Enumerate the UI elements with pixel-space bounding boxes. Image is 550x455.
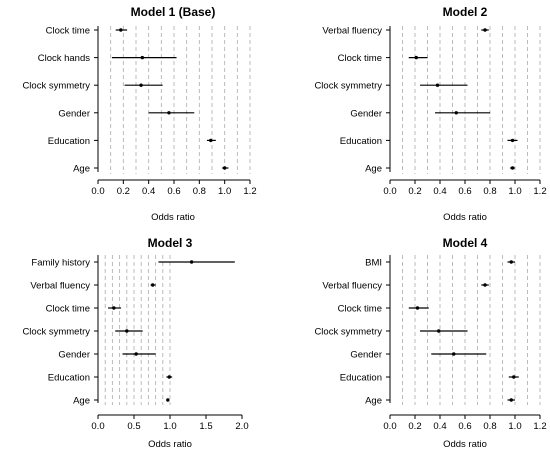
point-estimate bbox=[483, 28, 487, 32]
point-estimate bbox=[151, 283, 155, 287]
x-tick-label: 2.0 bbox=[235, 421, 248, 432]
row-label: Gender bbox=[58, 108, 90, 119]
row-label: Education bbox=[340, 136, 382, 147]
x-tick-label: 0.6 bbox=[458, 186, 471, 197]
row-label: Clock time bbox=[46, 304, 90, 315]
row-label: Family history bbox=[31, 258, 90, 269]
x-tick-label: 0.0 bbox=[383, 421, 396, 432]
x-tick-label: 1.0 bbox=[218, 186, 231, 197]
point-estimate bbox=[510, 166, 515, 170]
row-label: Verbal fluency bbox=[322, 26, 382, 37]
x-tick-label: 1.2 bbox=[533, 186, 546, 197]
x-tick-label: 0.4 bbox=[433, 186, 446, 197]
x-tick-label: 0.2 bbox=[408, 421, 421, 432]
point-estimate bbox=[483, 283, 487, 287]
row-label: Gender bbox=[350, 350, 382, 361]
point-estimate bbox=[140, 55, 145, 60]
row-label: Clock symmetry bbox=[22, 81, 90, 92]
x-tick-label: 0.4 bbox=[433, 421, 446, 432]
x-tick-label: 0.8 bbox=[483, 186, 496, 197]
row-label: Education bbox=[340, 373, 382, 384]
x-tick-label: 0.2 bbox=[408, 186, 421, 197]
point-estimate bbox=[509, 398, 513, 402]
x-tick-label: 0.0 bbox=[91, 186, 104, 197]
x-tick-label: 0.5 bbox=[127, 421, 140, 432]
point-estimate bbox=[509, 260, 513, 264]
x-axis-label: Odds ratio bbox=[443, 439, 487, 450]
x-tick-label: 0.8 bbox=[193, 186, 206, 197]
x-tick-label: 0.0 bbox=[91, 421, 104, 432]
point-estimate bbox=[166, 398, 170, 402]
panel-title: Model 3 bbox=[148, 236, 193, 250]
row-label: Age bbox=[73, 396, 90, 407]
row-label: Clock symmetry bbox=[314, 81, 382, 92]
point-estimate bbox=[437, 329, 441, 333]
point-estimate bbox=[454, 111, 458, 115]
x-tick-label: 1.2 bbox=[243, 186, 256, 197]
row-label: Clock hands bbox=[38, 53, 91, 64]
x-tick-label: 1.0 bbox=[163, 421, 176, 432]
point-estimate bbox=[510, 138, 515, 143]
point-estimate bbox=[167, 375, 171, 379]
row-label: Clock symmetry bbox=[314, 327, 382, 338]
panel-model-3: Model 3 Odds ratio 0.0 0.5 1.0 1.5 2.0 Family… bbox=[22, 236, 248, 450]
panel-title: Model 1 (Base) bbox=[131, 5, 216, 19]
row-label: Age bbox=[365, 164, 382, 175]
point-estimate bbox=[512, 375, 516, 379]
row-label: Clock symmetry bbox=[22, 327, 90, 338]
x-tick-label: 0.0 bbox=[383, 186, 396, 197]
row-label: Verbal fluency bbox=[322, 281, 382, 292]
x-tick-label: 1.0 bbox=[508, 186, 521, 197]
point-estimate bbox=[415, 306, 420, 310]
point-estimate bbox=[125, 329, 129, 333]
point-estimate bbox=[119, 28, 123, 32]
row-label: Clock time bbox=[338, 53, 382, 64]
panel-model-4: Model 4 Odds ratio 0.0 0.2 0.4 0.6 0.8 1.0 1.2… bbox=[314, 236, 546, 450]
point-estimate bbox=[139, 83, 143, 87]
x-tick-label: 1.0 bbox=[508, 421, 521, 432]
panel-title: Model 2 bbox=[443, 5, 488, 19]
point-estimate bbox=[452, 352, 456, 356]
row-label: Age bbox=[73, 164, 90, 175]
x-tick-label: 0.6 bbox=[458, 421, 471, 432]
x-tick-label: 0.6 bbox=[167, 186, 180, 197]
x-tick-label: 1.5 bbox=[199, 421, 212, 432]
point-estimate bbox=[222, 166, 227, 170]
point-estimate bbox=[167, 111, 171, 115]
row-label: Education bbox=[48, 373, 90, 384]
x-axis-label: Odds ratio bbox=[148, 439, 192, 450]
row-label: Clock time bbox=[46, 26, 90, 37]
point-estimate bbox=[189, 260, 194, 264]
x-tick-label: 1.2 bbox=[533, 421, 546, 432]
x-tick-label: 0.2 bbox=[117, 186, 130, 197]
point-estimate bbox=[209, 138, 213, 143]
point-estimate bbox=[414, 55, 418, 60]
row-label: Age bbox=[365, 396, 382, 407]
x-tick-label: 0.4 bbox=[142, 186, 155, 197]
point-estimate bbox=[134, 352, 138, 356]
x-tick-label: 0.8 bbox=[483, 421, 496, 432]
row-label: Gender bbox=[58, 350, 90, 361]
panel-title: Model 4 bbox=[443, 236, 488, 250]
row-label: Education bbox=[48, 136, 90, 147]
row-label: Verbal fluency bbox=[30, 281, 90, 292]
panel-model-1: Model 1 (Base) Odds ratio 0.0 0.2 0.4 0.6 0.… bbox=[22, 5, 256, 223]
row-label: BMI bbox=[365, 258, 382, 269]
x-axis-label: Odds ratio bbox=[151, 212, 195, 223]
row-label: Clock time bbox=[338, 304, 382, 315]
panel-model-2: Model 2 Odds ratio 0.0 0.2 0.4 0.6 0.8 1.0 1.2… bbox=[314, 5, 546, 223]
row-label: Gender bbox=[350, 108, 382, 119]
x-axis-label: Odds ratio bbox=[443, 212, 487, 223]
point-estimate bbox=[435, 83, 440, 87]
point-estimate bbox=[112, 306, 116, 310]
